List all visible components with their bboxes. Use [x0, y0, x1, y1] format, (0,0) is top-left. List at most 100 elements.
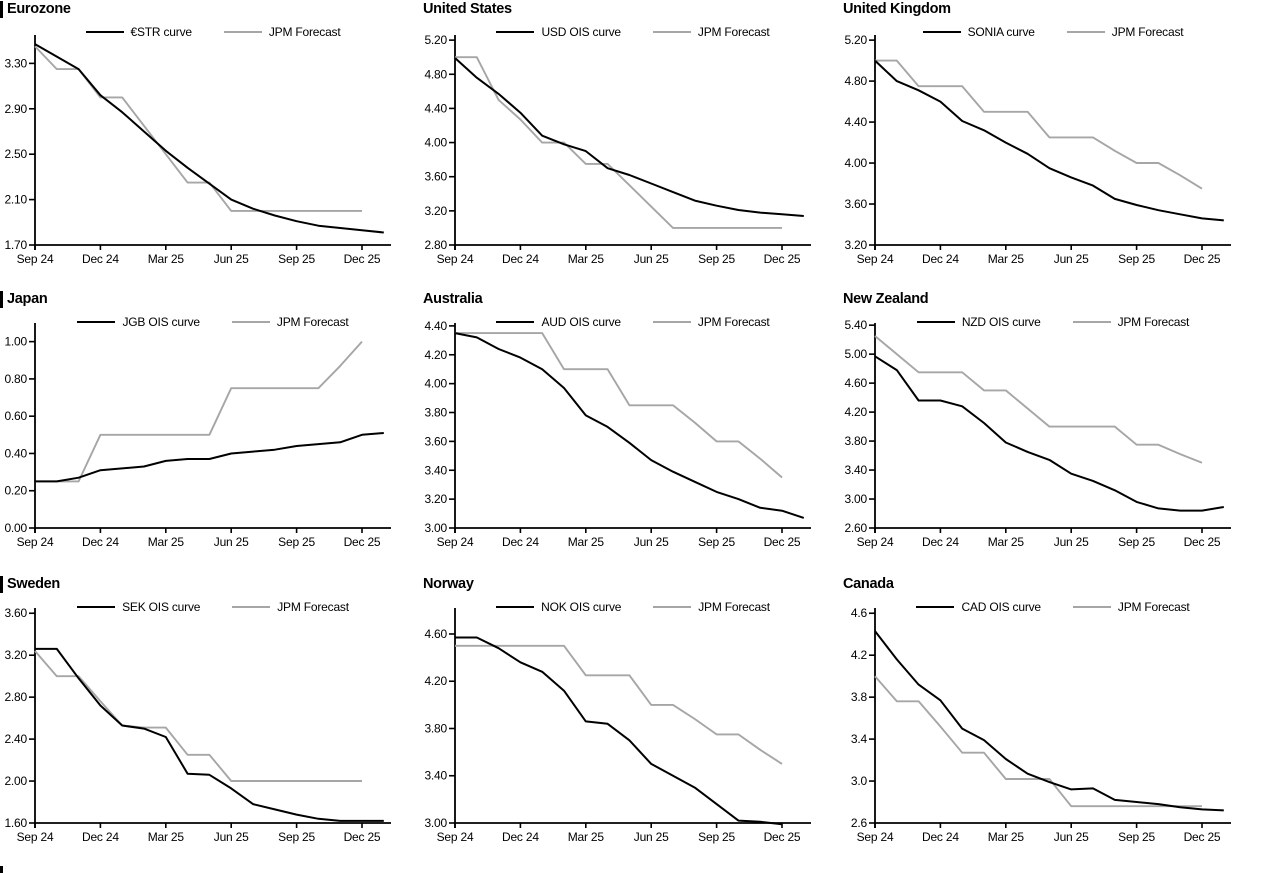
y-tick-label: 3.20: [424, 204, 447, 218]
series-line-usd-ois-curve: [454, 57, 804, 217]
y-tick-label: 4.40: [844, 115, 867, 129]
y-tick-label: 1.60: [4, 816, 27, 830]
x-tick-label: Dec 24: [502, 252, 539, 266]
chart-title: United States: [423, 1, 512, 17]
y-tick-label: 4.00: [424, 136, 447, 150]
y-tick-label: 4.00: [844, 156, 867, 170]
series-line-jpm-forecast: [34, 650, 362, 782]
y-tick-label: 3.0: [851, 774, 868, 788]
series-line-nzd-ois-curve: [874, 355, 1224, 512]
legend-label-forecast: JPM Forecast: [1111, 25, 1184, 39]
chart-legend: €STR curve JPM Forecast: [35, 25, 391, 39]
x-tick-label: Sep 24: [17, 830, 54, 844]
y-tick-label: 1.70: [4, 238, 27, 252]
chart-cell: Norway NOK OIS curve JPM Forecast 3.00 3.…: [420, 575, 840, 873]
y-tick-label: 4.20: [844, 405, 867, 419]
y-tick-label: 4.6: [851, 606, 868, 620]
y-tick-label: 0.80: [4, 372, 27, 386]
y-tick-label: 3.60: [424, 170, 447, 184]
y-tick-label: 3.60: [424, 434, 447, 448]
y-tick-label: 4.80: [844, 74, 867, 88]
series-line-aud-ois-curve: [454, 332, 805, 519]
curve-line-swatch: [77, 321, 116, 323]
legend-label-forecast: JPM Forecast: [698, 600, 770, 614]
y-tick-label: 2.10: [4, 193, 27, 207]
legend-entry-forecast: JPM Forecast: [231, 315, 349, 329]
chart-plot: 2.60 3.00 3.40 3.80 4.20 4.60 5.00 5.40 Sep 24 De…: [844, 318, 1231, 549]
legend-label-curve: AUD OIS curve: [541, 315, 621, 329]
y-tick-label: 2.50: [4, 147, 27, 161]
chart-plot: 3.00 3.20 3.40 3.60 3.80 4.00 4.20 4.40 Sep 24 De…: [424, 319, 811, 549]
x-tick-label: Dec 24: [502, 535, 539, 549]
chart-cell: Japan JGB OIS curve JPM Forecast 0.00 0.2…: [0, 290, 420, 575]
legend-entry-curve: NZD OIS curve: [916, 315, 1041, 329]
x-tick-label: Sep 25: [1118, 535, 1155, 549]
legend-label-curve: €STR curve: [130, 25, 193, 39]
y-tick-label: 5.00: [844, 347, 867, 361]
legend-label-forecast: JPM Forecast: [276, 315, 349, 329]
chart-plot: 0.00 0.20 0.40 0.60 0.80 1.00 Sep 24 Dec 24 Mar …: [4, 323, 391, 549]
y-tick-label: 4.00: [424, 377, 447, 391]
chart-plot: 1.70 2.10 2.50 2.90 3.30 Sep 24 Dec 24 Mar 25 Ju…: [4, 35, 391, 266]
y-tick-label: 3.20: [844, 238, 867, 252]
x-tick-label: Mar 25: [568, 252, 605, 266]
chart-cell: Canada CAD OIS curve JPM Forecast 2.6 3.0…: [840, 575, 1264, 873]
legend-label-forecast: JPM Forecast: [1117, 315, 1190, 329]
chart-title: New Zealand: [843, 291, 929, 307]
chart-cell: United Kingdom SONIA curve JPM Forecast …: [840, 0, 1264, 290]
x-tick-label: Dec 24: [922, 535, 959, 549]
legend-label-forecast: JPM Forecast: [697, 315, 770, 329]
y-tick-label: 3.30: [4, 56, 27, 70]
x-tick-label: Dec 25: [1184, 535, 1221, 549]
x-tick-label: Sep 24: [857, 252, 894, 266]
x-tick-label: Sep 25: [698, 252, 735, 266]
chart-title: Australia: [423, 291, 483, 307]
legend-label-curve: NOK OIS curve: [541, 600, 622, 614]
forecast-line-swatch: [1072, 606, 1111, 608]
legend-entry-curve: SEK OIS curve: [77, 600, 200, 614]
series-line-jpm-forecast: [874, 675, 1202, 808]
chart-legend: SEK OIS curve JPM Forecast: [35, 600, 391, 614]
y-tick-label: 1.00: [4, 335, 27, 349]
x-tick-label: Sep 24: [857, 830, 894, 844]
y-tick-label: 4.40: [424, 319, 447, 333]
y-tick-label: 4.80: [424, 67, 447, 81]
y-tick-label: 0.20: [4, 484, 27, 498]
y-tick-label: 3.80: [424, 721, 447, 735]
y-tick-label: 2.60: [844, 521, 867, 535]
y-tick-label: 3.60: [4, 606, 27, 620]
y-tick-label: 3.00: [424, 521, 447, 535]
forecast-line-swatch: [1072, 321, 1111, 323]
series-line-jgb-ois-curve: [35, 432, 384, 483]
x-tick-label: Sep 25: [278, 252, 315, 266]
x-tick-label: Dec 25: [1184, 830, 1221, 844]
series-line-jpm-forecast: [455, 644, 783, 765]
legend-label-forecast: JPM Forecast: [1117, 600, 1190, 614]
y-tick-label: 5.20: [844, 33, 867, 47]
chart-cell: United States USD OIS curve JPM Forecast…: [420, 0, 840, 290]
legend-entry-forecast: JPM Forecast: [653, 600, 770, 614]
y-tick-label: 3.40: [424, 769, 447, 783]
curve-line-swatch: [496, 321, 535, 323]
legend-entry-forecast: JPM Forecast: [223, 25, 341, 39]
x-tick-label: Sep 25: [1118, 252, 1155, 266]
chart-cell: Australia AUD OIS curve JPM Forecast 3.0…: [420, 290, 840, 575]
x-tick-label: Sep 25: [698, 535, 735, 549]
chart-plot: 2.6 3.0 3.4 3.8 4.2 4.6 Sep 24 Dec 24 Mar 25 Jun …: [851, 606, 1231, 844]
series-line-jpm-forecast: [35, 340, 363, 483]
y-tick-label: 0.00: [4, 521, 27, 535]
series-line-jpm-forecast: [34, 45, 362, 212]
series-line-cad-ois-curve: [874, 630, 1224, 812]
x-tick-label: Dec 25: [764, 830, 801, 844]
x-tick-label: Dec 25: [764, 252, 801, 266]
x-tick-label: Sep 24: [437, 830, 474, 844]
x-tick-label: Dec 24: [82, 830, 119, 844]
chart-plot: 3.00 3.40 3.80 4.20 4.60 Sep 24 Dec 24 Mar 25 Ju…: [424, 608, 811, 844]
next-section-bar: [0, 866, 3, 873]
y-tick-label: 2.90: [4, 102, 27, 116]
legend-entry-forecast: JPM Forecast: [1072, 315, 1190, 329]
legend-label-curve: CAD OIS curve: [961, 600, 1041, 614]
y-tick-label: 4.60: [424, 627, 447, 641]
legend-entry-forecast: JPM Forecast: [232, 600, 349, 614]
